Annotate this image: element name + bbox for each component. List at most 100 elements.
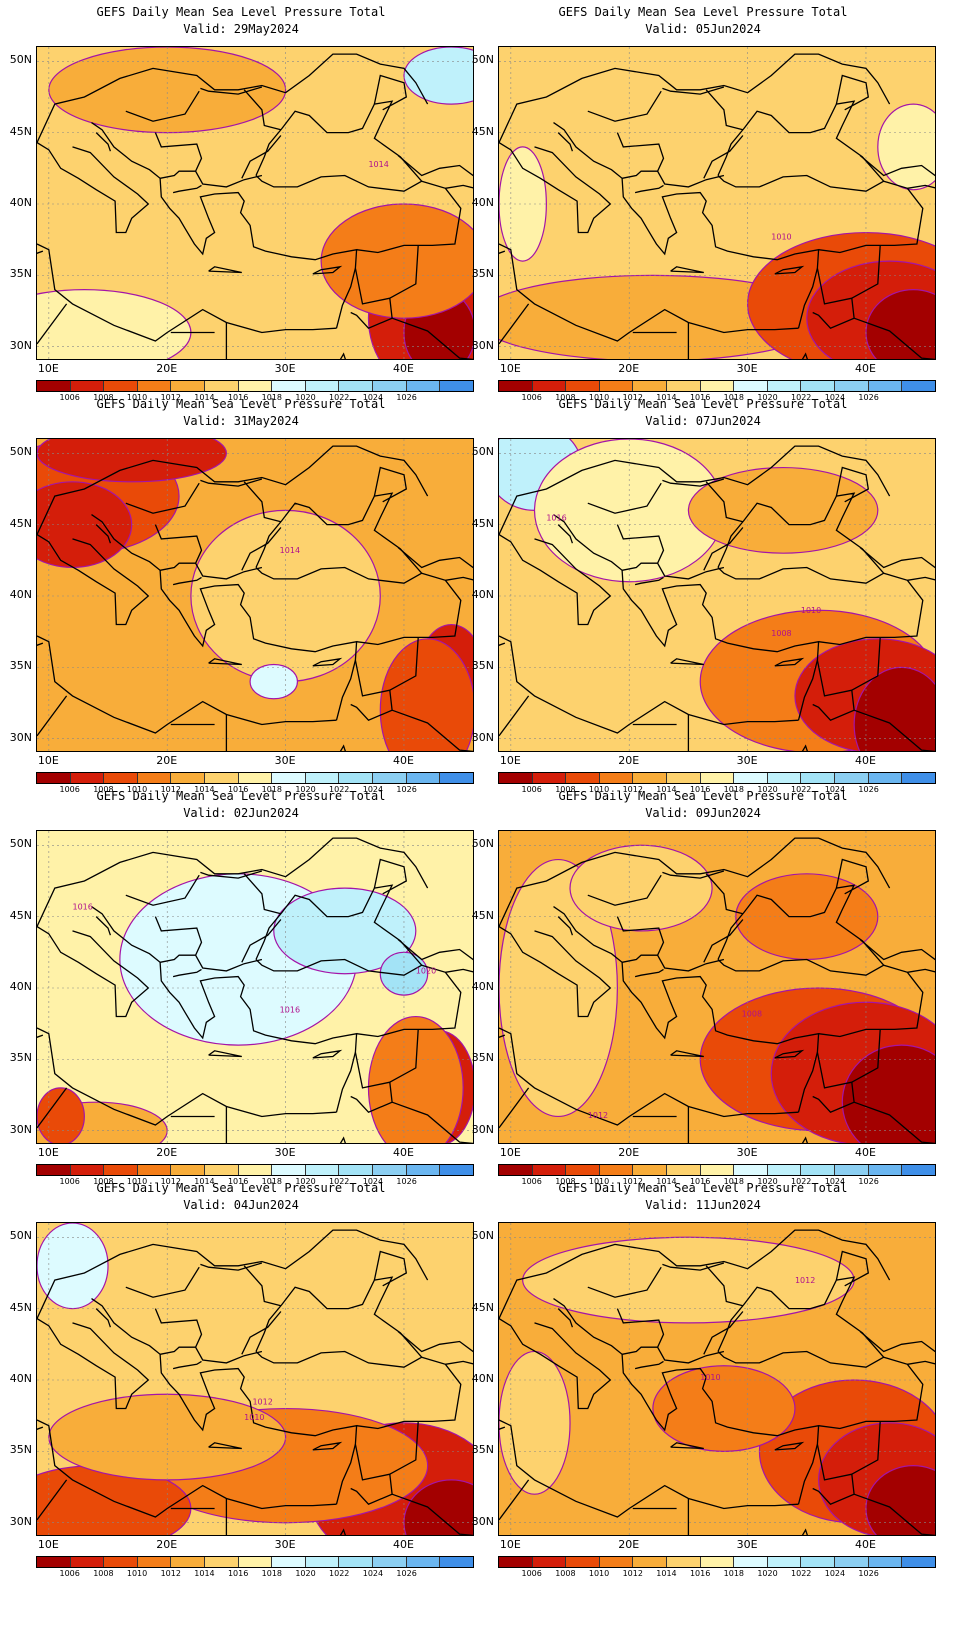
colorbar-label: 1014 <box>194 1569 215 1578</box>
longitude-label: 10E <box>37 754 59 767</box>
coastline-border <box>670 658 704 666</box>
coastline-border <box>37 837 429 927</box>
coastline-border <box>208 1442 242 1450</box>
colorbar-swatch <box>566 773 600 783</box>
coastline-border <box>37 303 68 345</box>
coastline-border <box>835 466 870 503</box>
colorbar <box>498 772 936 784</box>
colorbar-swatch <box>238 381 273 391</box>
colorbar-label: 1020 <box>295 1177 316 1186</box>
coastline-border <box>499 1027 799 1126</box>
coastline-border <box>445 184 473 189</box>
colorbar-swatch <box>734 381 768 391</box>
colorbar-label: 1008 <box>555 1569 576 1578</box>
panel-valid-date: Valid: 31May2024 <box>183 414 299 428</box>
longitude-label: 40E <box>392 1538 414 1551</box>
coastline-border <box>37 250 44 254</box>
coastline-border <box>499 1087 530 1129</box>
colorbar-label: 1012 <box>622 393 643 402</box>
isobar-label: 1012 <box>252 1397 272 1406</box>
colorbar-swatch <box>633 1165 668 1175</box>
colorbar-swatch <box>373 773 407 783</box>
latitude-label: 30N <box>9 1122 32 1136</box>
coastline-border <box>389 245 419 299</box>
colorbar-label: 1014 <box>194 1177 215 1186</box>
colorbar-swatch <box>339 1557 374 1567</box>
map-panel: GEFS Daily Mean Sea Level Pressure Total… <box>462 392 944 802</box>
colorbar-label: 1012 <box>160 1177 181 1186</box>
colorbar-label: 1012 <box>622 785 643 794</box>
colorbar-label: 1014 <box>656 393 677 402</box>
latitude-label: 40N <box>9 588 32 601</box>
coastline-border <box>705 481 744 523</box>
colorbar-swatch <box>440 1165 473 1175</box>
colorbar-label: 1020 <box>295 785 316 794</box>
coastline-border <box>373 74 408 111</box>
coastline-border <box>37 534 150 626</box>
map-panel: GEFS Daily Mean Sea Level Pressure Total… <box>0 0 482 410</box>
colorbar-swatch <box>868 381 903 391</box>
coastline-border <box>445 1360 473 1365</box>
pressure-map: 1008 1012 <box>498 830 936 1144</box>
coastline-border <box>801 1136 808 1143</box>
coastline-border <box>243 481 282 523</box>
longitude-label: 10E <box>499 1146 521 1159</box>
colorbar <box>498 1164 936 1176</box>
colorbar-swatch <box>667 381 701 391</box>
pressure-contour-area <box>367 1015 464 1143</box>
colorbar-swatch <box>599 1165 634 1175</box>
coastline-border <box>95 1308 112 1328</box>
colorbar-swatch <box>70 1557 105 1567</box>
coastline-border <box>851 1421 881 1475</box>
colorbar-label: 1010 <box>588 1569 610 1578</box>
longitude-label: 40E <box>854 754 876 767</box>
colorbar-label: 1024 <box>824 785 846 794</box>
longitude-label: 20E <box>618 362 640 375</box>
colorbar-label: 1026 <box>858 1177 879 1186</box>
colorbar-label: 1010 <box>126 1177 148 1186</box>
colorbar-label: 1022 <box>791 1177 812 1186</box>
coastline-border <box>339 744 346 751</box>
colorbar-swatch <box>734 773 768 783</box>
colorbar-swatch <box>205 381 239 391</box>
coastline-border <box>812 1444 855 1505</box>
coastline-border <box>818 964 924 1038</box>
pressure-map: 1016 1020 1016 <box>36 830 474 1144</box>
coastline-border <box>621 170 658 179</box>
coastline-border <box>812 268 855 329</box>
isobar-label: 1016 <box>280 1005 300 1014</box>
coastline-border <box>208 1050 242 1058</box>
coastline-border <box>37 142 150 234</box>
coastline-border <box>200 870 263 879</box>
colorbar-label: 1008 <box>555 1177 576 1186</box>
coastline-border <box>312 1049 343 1059</box>
longitude-label: 20E <box>156 1538 178 1551</box>
colorbar-swatch <box>37 1557 71 1567</box>
coastline-border <box>172 184 202 194</box>
coastline-border <box>662 478 725 487</box>
coastline-border <box>37 1318 150 1410</box>
longitude-label: 30E <box>736 362 758 375</box>
longitude-label: 30E <box>274 1146 296 1159</box>
coastline-border <box>499 1318 612 1410</box>
colorbar-swatch <box>406 1165 441 1175</box>
coastline-border <box>859 1331 935 1353</box>
map-panel: GEFS Daily Mean Sea Level Pressure Total… <box>0 784 482 1194</box>
colorbar-swatch <box>205 1557 239 1567</box>
latitude-label: 50N <box>9 1229 32 1243</box>
colorbar-label: 1010 <box>588 785 610 794</box>
coastline-border <box>621 1346 658 1355</box>
pressure-map: 1016 1010 1008 <box>498 438 936 752</box>
latitude-label: 50N <box>471 837 494 851</box>
coastline-border <box>853 317 935 359</box>
pressure-map: 1014 <box>36 46 474 360</box>
map-canvas: 1010 <box>499 47 935 359</box>
colorbar-label: 1018 <box>723 1177 745 1186</box>
coastline-border <box>670 1442 704 1450</box>
colorbar-swatch <box>734 1165 768 1175</box>
coastline-border <box>95 132 112 152</box>
colorbar-label: 1006 <box>521 393 542 402</box>
colorbar-label: 1008 <box>555 785 576 794</box>
coastline-border <box>587 1266 662 1298</box>
coastline-border <box>154 1308 263 1364</box>
